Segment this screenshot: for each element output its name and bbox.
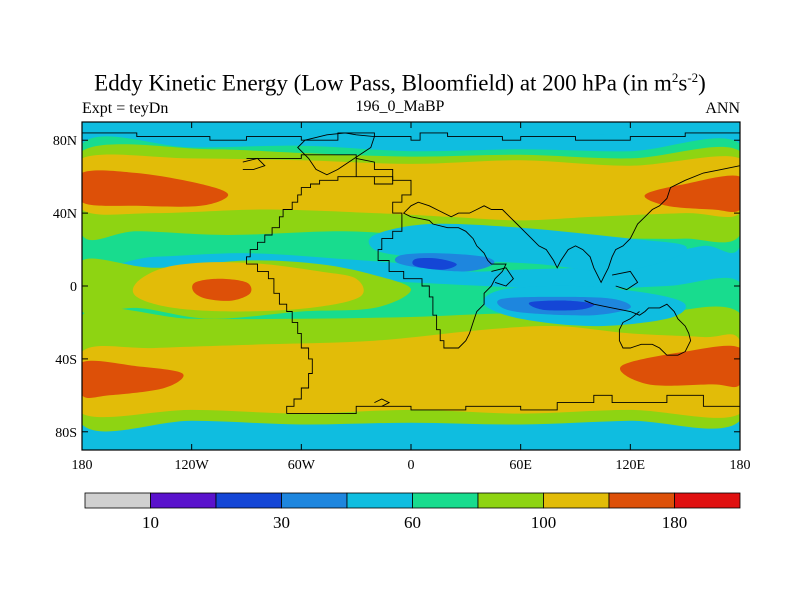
- x-tick-label-3: 0: [408, 458, 415, 473]
- y-tick-label-1: 40N: [53, 207, 77, 222]
- x-tick-label-2: 60W: [288, 458, 316, 473]
- contour-band-9: [82, 170, 229, 207]
- chart-title: Eddy Kinetic Energy (Low Pass, Bloomfiel…: [94, 70, 706, 96]
- coastline-8: [374, 398, 391, 407]
- colorbar: 10 30 60 100 180: [84, 492, 741, 532]
- colorbar-swatch-0: [84, 492, 151, 509]
- colorbar-label-2: 60: [404, 513, 421, 532]
- coastline-4: [584, 300, 692, 356]
- y-tick-label-2: 0: [70, 280, 77, 295]
- coastline-7: [491, 267, 514, 287]
- colorbar-label-4: 180: [662, 513, 688, 532]
- colorbar-swatch-8: [608, 492, 675, 509]
- x-tick-label-0: 180: [72, 458, 93, 473]
- y-tick-label-3: 40S: [55, 353, 77, 368]
- y-tick-label-4: 80S: [55, 426, 77, 441]
- coastline-0: [82, 132, 740, 141]
- contour-fields: [82, 129, 740, 432]
- colorbar-swatch-6: [477, 492, 544, 509]
- colorbar-swatch-3: [281, 492, 348, 509]
- season-label: ANN: [705, 100, 740, 117]
- experiment-label: Expt = teyDn: [82, 100, 169, 117]
- x-tick-label-6: 180: [730, 458, 751, 473]
- x-tick-label-4: 60E: [509, 458, 532, 473]
- coastlines: [82, 132, 740, 415]
- contour-band-10: [644, 175, 740, 213]
- colorbar-swatch-2: [215, 492, 282, 509]
- axis-ticks: 180 120W 60W 0 60E 120E 180 80N 40N 0 40S 80S: [53, 122, 751, 473]
- contour-band-11: [82, 360, 184, 399]
- x-tick-label-1: 120W: [175, 458, 210, 473]
- colorbar-swatch-4: [346, 492, 413, 509]
- contour-band-19: [528, 300, 595, 311]
- colorbar-swatch-7: [543, 492, 610, 509]
- coastline-5: [297, 132, 376, 176]
- contour-band-12: [620, 345, 740, 388]
- colorbar-label-1: 30: [273, 513, 290, 532]
- case-label: 196_0_MaBP: [355, 98, 445, 115]
- colorbar-label-3: 100: [531, 513, 557, 532]
- contour-band-18: [412, 258, 457, 270]
- x-tick-label-5: 120E: [616, 458, 646, 473]
- coastline-9: [612, 270, 639, 291]
- coastline-6: [242, 157, 266, 170]
- coastline-3: [356, 157, 740, 349]
- colorbar-label-0: 10: [142, 513, 159, 532]
- map-plot-area: [82, 122, 740, 450]
- colorbar-swatch-1: [150, 492, 217, 509]
- colorbar-swatch-5: [412, 492, 479, 509]
- y-tick-label-0: 80N: [53, 134, 77, 149]
- coastline-1: [246, 154, 394, 414]
- coastline-2: [286, 394, 740, 415]
- contour-band-13: [192, 278, 252, 301]
- colorbar-swatch-9: [674, 492, 741, 509]
- contour-band-7: [82, 325, 740, 418]
